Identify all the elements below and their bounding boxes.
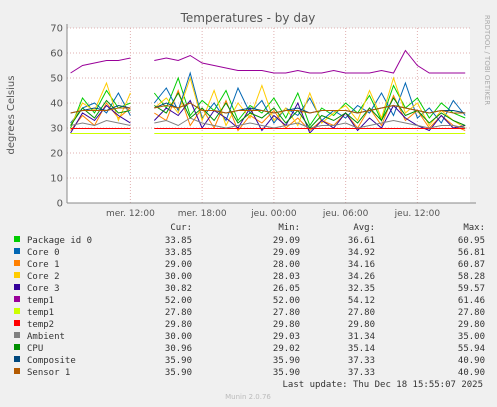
legend-swatch xyxy=(14,368,20,374)
legend-stat: 28.03 xyxy=(273,272,300,282)
legend-stat: 30.00 xyxy=(165,332,192,342)
y-tick-label: 50 xyxy=(50,74,63,85)
legend-entry: Sensor 1 xyxy=(27,368,70,378)
legend-stat: 40.90 xyxy=(458,356,485,366)
legend-stat: 33.85 xyxy=(165,236,192,246)
legend-stat: 52.00 xyxy=(273,296,300,306)
legend-entry: Ambient xyxy=(27,332,65,342)
legend-stat: 29.80 xyxy=(273,320,300,330)
legend-stat: 35.90 xyxy=(165,356,192,366)
legend-stat: 35.90 xyxy=(273,356,300,366)
y-tick-label: 70 xyxy=(50,24,63,35)
legend-stat: 36.61 xyxy=(348,236,375,246)
legend-stat: 27.80 xyxy=(165,308,192,318)
legend-swatch xyxy=(14,284,20,290)
series-line xyxy=(70,102,466,114)
legend-stat: 35.14 xyxy=(348,344,375,354)
legend-entry: Core 2 xyxy=(27,272,60,282)
legend-stat: 34.16 xyxy=(348,260,375,270)
legend-stat: 31.34 xyxy=(348,332,375,342)
legend-stat: 34.92 xyxy=(348,248,375,258)
legend-stat: 60.95 xyxy=(458,236,485,246)
legend-swatch xyxy=(14,260,20,266)
x-tick-label: jeu. 00:00 xyxy=(250,209,297,219)
footer: Munin 2.0.76 xyxy=(225,393,271,401)
series-line xyxy=(70,76,466,129)
legend-swatch xyxy=(14,248,20,254)
legend-stat: 52.00 xyxy=(165,296,192,306)
legend-entry: CPU xyxy=(27,344,43,354)
legend-stat: 61.46 xyxy=(458,296,485,306)
legend-stat: 56.81 xyxy=(458,248,485,258)
x-tick-label: jeu. 06:00 xyxy=(322,209,369,219)
legend-header: Avg: xyxy=(353,223,375,233)
legend-entry: Core 0 xyxy=(27,248,60,258)
legend-stat: 28.00 xyxy=(273,260,300,270)
legend-stat: 29.80 xyxy=(348,320,375,330)
legend-stat: 58.28 xyxy=(458,272,485,282)
legend-stat: 30.82 xyxy=(165,284,192,294)
y-tick-label: 0 xyxy=(57,199,63,210)
legend-stat: 40.90 xyxy=(458,368,485,378)
legend-entry: Core 3 xyxy=(27,284,60,294)
legend-stat: 54.12 xyxy=(348,296,375,306)
chart-title: Temperatures - by day xyxy=(180,11,316,25)
legend-stat: 55.94 xyxy=(458,344,485,354)
legend-stat: 60.87 xyxy=(458,260,485,270)
legend-swatch xyxy=(14,320,20,326)
x-tick-label: mer. 18:00 xyxy=(178,209,227,219)
legend-entry: temp1 xyxy=(27,308,54,318)
legend-stat: 32.35 xyxy=(348,284,375,294)
series-line xyxy=(70,49,466,74)
y-tick-label: 60 xyxy=(50,49,63,60)
legend-stat: 29.03 xyxy=(273,332,300,342)
side-text: RRDTOOL / TOBI OETIKER xyxy=(483,15,491,105)
y-tick-label: 10 xyxy=(50,174,63,185)
x-tick-label: mer. 12:00 xyxy=(106,209,155,219)
legend-stat: 35.90 xyxy=(273,368,300,378)
legend-entry: temp2 xyxy=(27,320,54,330)
legend-stat: 29.80 xyxy=(165,320,192,330)
legend-swatch xyxy=(14,344,20,350)
legend-entry: temp1 xyxy=(27,296,54,306)
legend-stat: 27.80 xyxy=(273,308,300,318)
legend-stat: 29.80 xyxy=(458,320,485,330)
last-update: Last update: Thu Dec 18 15:55:07 2025 xyxy=(283,380,483,390)
legend-stat: 29.02 xyxy=(273,344,300,354)
legend-stat: 34.26 xyxy=(348,272,375,282)
legend-entry: Core 1 xyxy=(27,260,60,270)
legend-swatch xyxy=(14,296,20,302)
legend-stat: 29.00 xyxy=(165,260,192,270)
y-tick-label: 40 xyxy=(50,99,63,110)
legend-stat: 37.33 xyxy=(348,356,375,366)
legend-stat: 29.09 xyxy=(273,248,300,258)
legend-stat: 29.09 xyxy=(273,236,300,246)
legend-swatch xyxy=(14,308,20,314)
legend-entry: Package id 0 xyxy=(27,236,92,246)
legend-swatch xyxy=(14,236,20,242)
y-tick-label: 20 xyxy=(50,149,63,160)
legend-stat: 27.80 xyxy=(348,308,375,318)
legend-stat: 35.90 xyxy=(165,368,192,378)
legend-header: Cur: xyxy=(170,223,192,233)
legend-swatch xyxy=(14,356,20,362)
legend-swatch xyxy=(14,272,20,278)
legend-header: Max: xyxy=(463,223,485,233)
legend-header: Min: xyxy=(278,223,300,233)
legend-stat: 26.05 xyxy=(273,284,300,294)
legend-stat: 30.00 xyxy=(165,272,192,282)
legend-stat: 30.96 xyxy=(165,344,192,354)
legend-stat: 59.57 xyxy=(458,284,485,294)
legend-stat: 37.33 xyxy=(348,368,375,378)
y-tick-label: 30 xyxy=(50,124,63,135)
legend-stat: 35.00 xyxy=(458,332,485,342)
legend-stat: 27.80 xyxy=(458,308,485,318)
y-axis-label: degrees Celsius xyxy=(6,76,17,155)
x-tick-label: jeu. 12:00 xyxy=(394,209,441,219)
legend-entry: Composite xyxy=(27,356,76,366)
legend-swatch xyxy=(14,332,20,338)
legend-stat: 33.85 xyxy=(165,248,192,258)
